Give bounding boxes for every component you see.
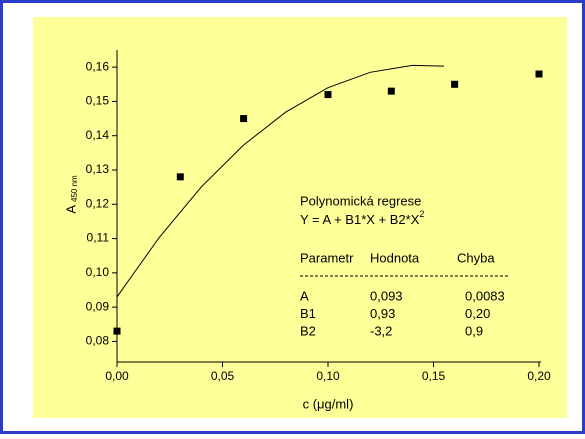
plot-background xyxy=(33,17,567,418)
table-cell: A xyxy=(300,288,309,303)
y-tick-label: 0,13 xyxy=(86,162,110,176)
x-tick-label: 0,00 xyxy=(105,369,129,383)
y-axis-label-sub: 450 nm xyxy=(70,175,79,202)
table-header: Parametr xyxy=(300,250,354,265)
table-cell: 0,0083 xyxy=(465,288,505,303)
equation-sup: 2 xyxy=(419,209,424,219)
y-tick-label: 0,08 xyxy=(86,334,110,348)
data-point xyxy=(451,80,459,88)
y-axis-label: A xyxy=(63,205,78,214)
table-cell: B2 xyxy=(300,323,316,338)
table-cell: -3,2 xyxy=(370,323,392,338)
y-axis-label-group: A 450 nm xyxy=(63,175,79,214)
data-point xyxy=(535,70,543,78)
x-tick-label: 0,20 xyxy=(527,369,551,383)
y-tick-label: 0,15 xyxy=(86,94,110,108)
table-header: Chyba xyxy=(457,250,495,265)
table-cell: 0,20 xyxy=(465,306,490,321)
equation-text: Y = A + B1*X + B2*X xyxy=(300,212,420,227)
x-tick-label: 0,05 xyxy=(211,369,235,383)
data-point xyxy=(240,115,248,123)
table-header: Hodnota xyxy=(370,250,420,265)
data-point xyxy=(176,173,184,181)
annotation-title: Polynomická regrese xyxy=(300,193,421,208)
data-point xyxy=(113,327,121,335)
y-tick-label: 0,16 xyxy=(86,59,110,73)
data-point xyxy=(387,87,395,95)
table-cell: 0,9 xyxy=(465,323,483,338)
fit-curve xyxy=(116,64,445,298)
y-tick-label: 0,14 xyxy=(86,128,110,142)
y-tick-label: 0,09 xyxy=(86,299,110,313)
table-cell: 0,093 xyxy=(370,288,403,303)
y-tick-label: 0,11 xyxy=(87,231,110,245)
x-tick-label: 0,10 xyxy=(316,369,340,383)
y-tick-label: 0,10 xyxy=(86,265,110,279)
table-cell: 0,93 xyxy=(370,306,395,321)
data-point xyxy=(324,91,332,99)
x-axis-label: c (μg/ml) xyxy=(303,396,354,411)
annotation-equation: Y = A + B1*X + B2*X2 xyxy=(300,209,424,227)
table-cell: B1 xyxy=(300,306,316,321)
y-tick-label: 0,12 xyxy=(86,196,110,210)
x-tick-label: 0,15 xyxy=(422,369,446,383)
